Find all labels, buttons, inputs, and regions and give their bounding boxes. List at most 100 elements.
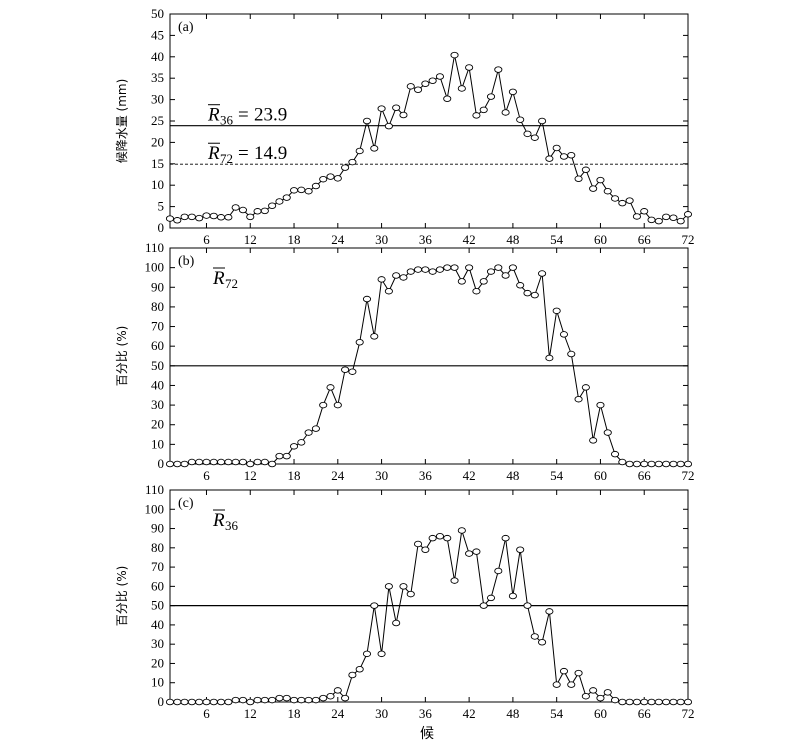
data-point	[202, 698, 211, 706]
data-point	[333, 175, 342, 182]
data-point	[596, 176, 605, 184]
data-point	[589, 185, 598, 192]
data-point	[457, 278, 466, 285]
data-point	[479, 278, 488, 285]
x-tick-label: 24	[331, 706, 345, 721]
data-point	[632, 460, 641, 468]
x-tick-label: 66	[638, 706, 652, 721]
data-point	[311, 696, 320, 704]
data-point	[501, 534, 510, 542]
data-point	[683, 211, 693, 218]
plot-frame	[169, 489, 689, 703]
data-point	[392, 104, 401, 111]
data-point	[275, 452, 284, 460]
x-tick-label: 18	[288, 232, 301, 247]
x-tick-label: 54	[550, 706, 564, 721]
data-point	[333, 401, 342, 409]
data-point	[552, 681, 561, 688]
data-point	[421, 266, 430, 273]
data-point	[618, 698, 627, 706]
plot-frame	[169, 247, 689, 465]
reference-label-equals: =	[238, 105, 249, 126]
data-point	[370, 602, 379, 609]
panel-a: 0 5 10 15 20 25 30 35 40 45 50 6 12 18 24 30 36 42 48 54 60 6…	[115, 6, 695, 247]
data-point	[465, 264, 474, 271]
data-point	[662, 698, 671, 706]
x-tick-label: 48	[506, 468, 519, 483]
data-point	[333, 687, 342, 694]
data-point	[238, 206, 248, 214]
data-point	[669, 214, 678, 221]
data-point	[384, 122, 393, 130]
data-point	[187, 213, 196, 221]
data-point	[589, 437, 598, 444]
data-point	[545, 354, 554, 362]
data-point	[289, 696, 299, 704]
data-point	[603, 689, 612, 696]
y-tick-label: 20	[151, 417, 164, 432]
data-point	[625, 698, 634, 706]
y-tick-label: 60	[151, 338, 164, 353]
data-point	[399, 583, 408, 590]
data-point	[195, 698, 204, 706]
data-point	[304, 696, 313, 704]
data-point	[516, 116, 525, 123]
data-point	[559, 667, 569, 675]
data-point	[377, 105, 386, 112]
data-point	[435, 533, 444, 540]
data-point	[370, 333, 379, 340]
data-point	[370, 145, 379, 152]
y-tick-label: 10	[151, 177, 164, 192]
data-point	[311, 182, 320, 190]
x-tick-label: 48	[506, 706, 519, 721]
data-point	[574, 669, 583, 677]
data-point	[676, 460, 685, 468]
data-point	[253, 208, 262, 215]
data-point	[479, 602, 488, 609]
data-point	[508, 264, 517, 271]
data-point	[399, 274, 408, 281]
y-tick-label: 110	[145, 240, 164, 255]
x-tick-label: 54	[550, 232, 564, 247]
data-point	[399, 111, 408, 119]
y-tick-label: 90	[151, 521, 164, 536]
data-point	[289, 187, 299, 194]
data-point	[180, 698, 189, 706]
data-point	[494, 264, 503, 271]
data-point	[465, 64, 474, 71]
data-point	[326, 173, 335, 180]
data-point	[538, 639, 547, 646]
x-tick-label: 36	[419, 232, 433, 247]
x-tick-label: 60	[594, 232, 607, 247]
x-tick-label: 42	[463, 706, 476, 721]
x-tick-label: 12	[244, 232, 257, 247]
y-tick-label: 45	[151, 27, 164, 42]
data-point	[501, 109, 510, 116]
y-tick-label: 35	[151, 70, 164, 85]
x-tick-label: 18	[288, 706, 301, 721]
series-line	[170, 530, 688, 703]
data-point	[567, 151, 576, 159]
data-point	[435, 266, 444, 273]
data-point	[450, 51, 459, 59]
x-tick-label: 30	[375, 232, 388, 247]
data-point	[428, 268, 437, 275]
y-tick-label: 40	[151, 617, 164, 632]
data-point	[268, 460, 277, 468]
data-point	[435, 73, 444, 80]
data-point	[530, 134, 539, 141]
data-point	[457, 527, 466, 534]
x-tick-label: 54	[550, 468, 564, 483]
x-tick-label: 60	[594, 706, 607, 721]
data-point	[640, 460, 649, 468]
data-point	[311, 425, 320, 432]
data-point	[479, 106, 488, 114]
data-point	[384, 287, 393, 295]
data-point	[647, 216, 656, 224]
data-point	[669, 698, 678, 706]
data-point	[392, 272, 401, 279]
data-point	[683, 698, 693, 706]
data-point	[362, 650, 372, 658]
data-point	[326, 384, 335, 391]
